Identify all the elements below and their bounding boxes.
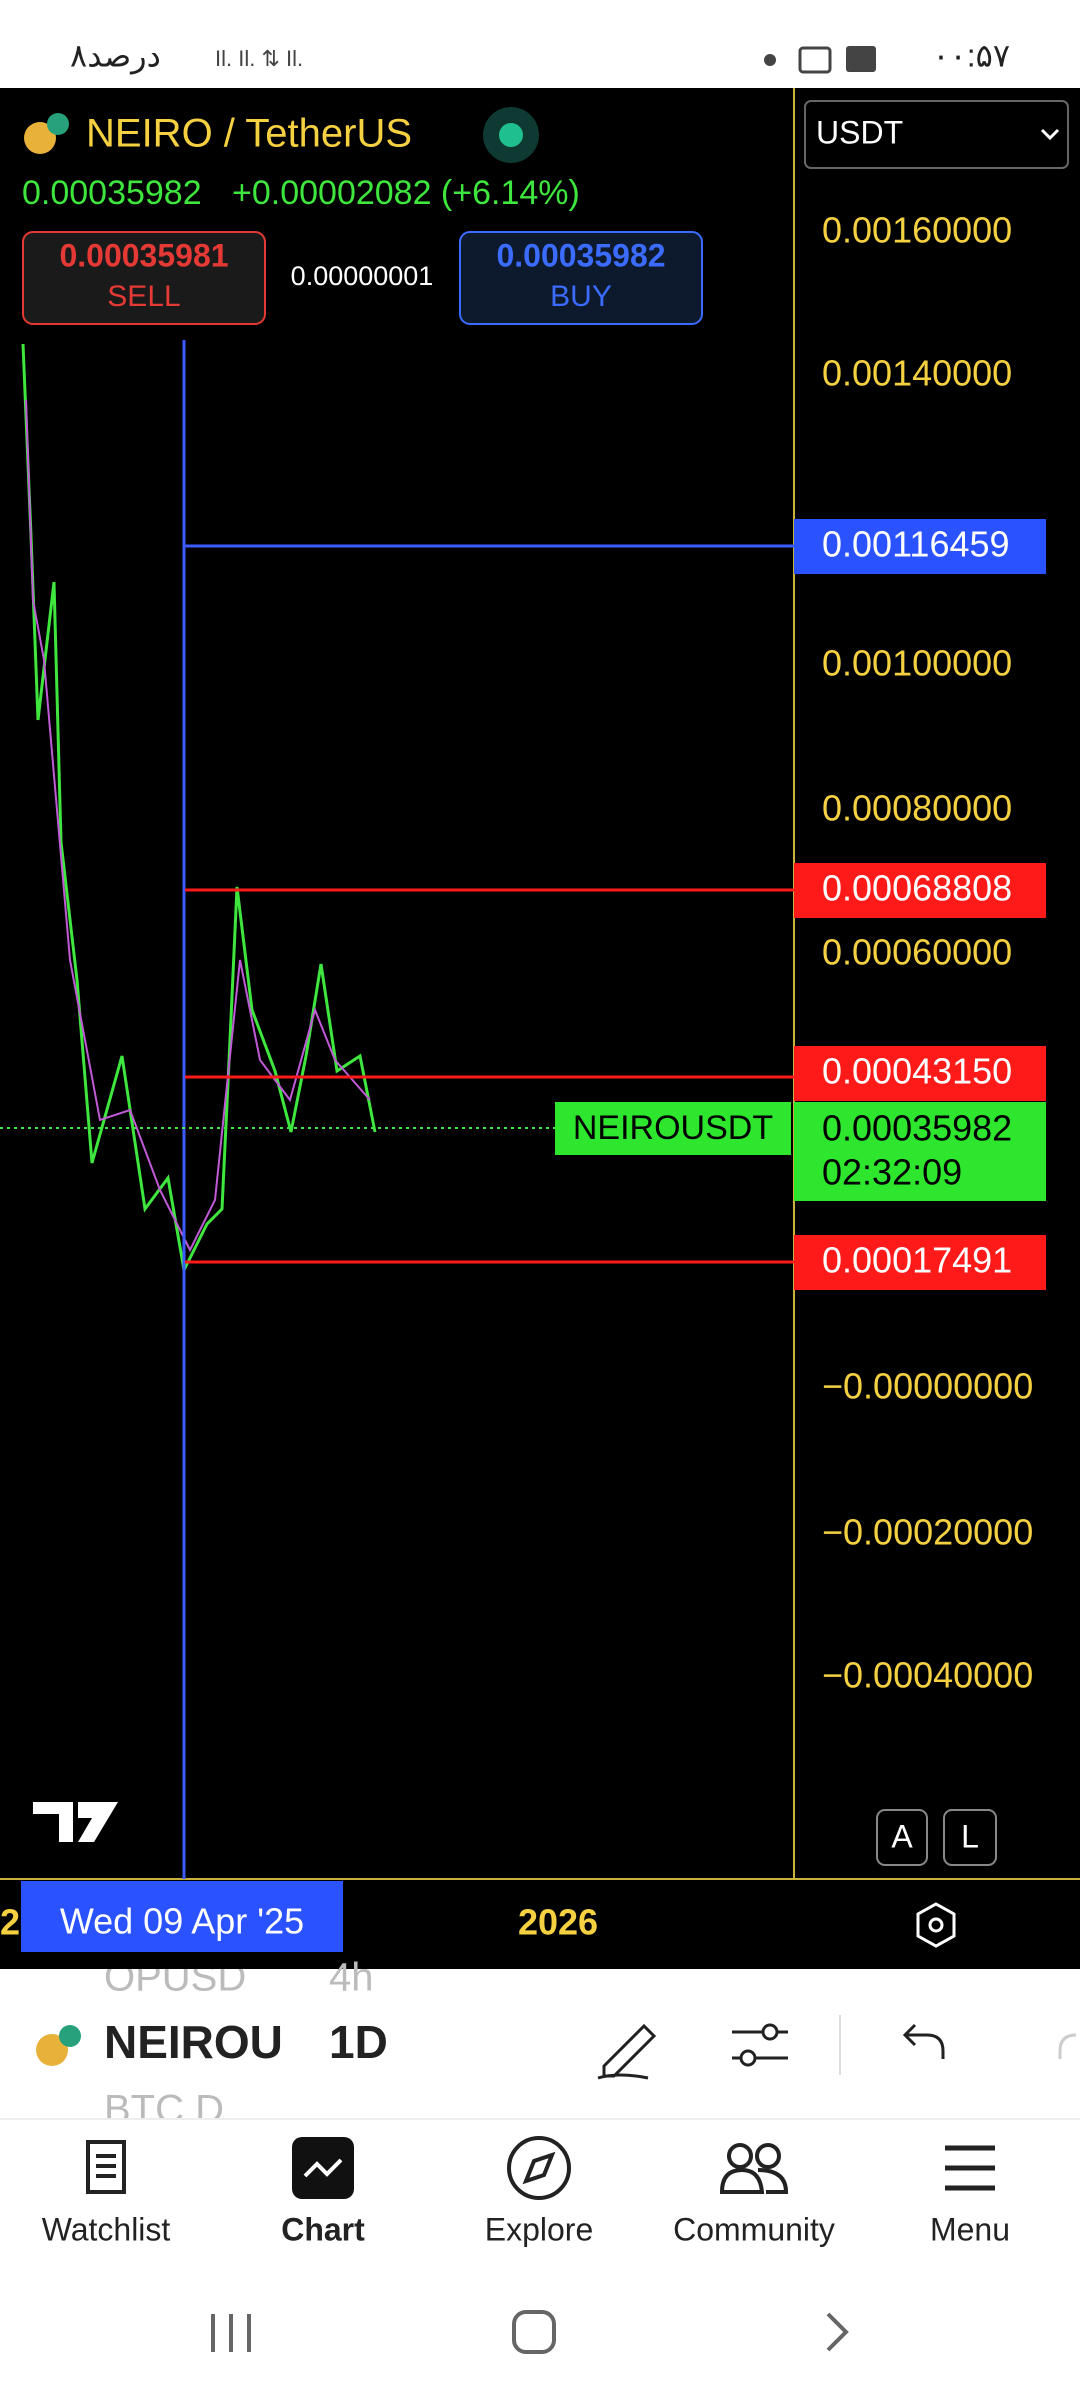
drawing-tool-icon[interactable]: [597, 2023, 657, 2080]
nav-items: Watchlist Chart Explore Community Menu: [42, 2211, 1010, 2247]
sell-price: 0.00035981: [59, 237, 228, 273]
price-axis-label: −0.00040000: [822, 1655, 1033, 1696]
nav-label[interactable]: Menu: [930, 2211, 1010, 2247]
symbol-title: NEIRO / TetherUS: [86, 112, 412, 156]
nav-label[interactable]: Watchlist: [42, 2211, 171, 2247]
settings-icon[interactable]: [916, 1902, 956, 1948]
cursor-date: Wed 09 Apr '25: [60, 1901, 304, 1942]
last-price-value: 0.00035982: [822, 1108, 1012, 1149]
price-axis-label: 0.00100000: [822, 643, 1012, 684]
symbol-logo-quote: [47, 113, 69, 135]
community-icon: [755, 2143, 781, 2169]
market-status-dot: [499, 123, 523, 147]
price-series-down: [25, 399, 371, 1253]
bar-countdown: 02:32:09: [822, 1152, 962, 1193]
auto-scale-label: A: [891, 1818, 913, 1854]
symbol-logo-quote: [59, 2025, 81, 2047]
buy-price: 0.00035982: [496, 237, 665, 273]
price-marker-box: [794, 1235, 1046, 1290]
icon-knob: [761, 2023, 779, 2041]
currency-dropdown[interactable]: [804, 100, 1069, 169]
undo-icon[interactable]: [902, 2023, 945, 2059]
last-price-symbol: NEIROUSDT: [573, 1109, 773, 1147]
price-axis-label: −0.00000000: [822, 1366, 1033, 1407]
symbol-picker[interactable]: OPUSD 4h BTC.D: [104, 1956, 374, 2132]
symbol-logo: [36, 2034, 68, 2066]
log-scale-button[interactable]: [943, 1809, 997, 1866]
cursor-date-box: [21, 1881, 343, 1952]
price-marker-label: 0.00068808: [822, 868, 1012, 909]
price-marker-box: [794, 519, 1046, 574]
sell-button[interactable]: [22, 231, 266, 325]
interval[interactable]: 1D: [329, 2016, 388, 2068]
price-marker-label: 0.00116459: [822, 524, 1010, 565]
menu-icon: [945, 2145, 995, 2191]
currency: USDT: [816, 114, 903, 150]
system-nav: [0, 2280, 1080, 2400]
price-change: +0.00002082 (+6.14%): [232, 174, 580, 212]
log-scale-label: L: [961, 1818, 979, 1854]
spread: 0.00000001: [291, 261, 434, 291]
price-axis-label: −0.00020000: [822, 1512, 1033, 1553]
redo-icon[interactable]: [1058, 2033, 1077, 2059]
status-icons: Il. Il. ⇅ Il.: [215, 46, 303, 71]
last-price-box: [794, 1102, 1046, 1201]
price-axis-label: 0.00080000: [822, 788, 1012, 829]
community-body: [719, 2167, 789, 2194]
indicators-icon[interactable]: [732, 2023, 788, 2067]
previous-interval-visible: 4h: [329, 1956, 374, 2000]
status-icon: [798, 46, 832, 74]
community-icon: [727, 2143, 753, 2169]
dropdown-arrow: [1040, 128, 1060, 141]
status-battery: ۸درصد: [70, 37, 161, 74]
buy-label: BUY: [550, 280, 612, 313]
auto-scale-button[interactable]: [876, 1809, 928, 1866]
watchlist-icon: [86, 2140, 126, 2194]
price-axis-label: 0.00060000: [822, 932, 1012, 973]
previous-symbol: OPUSD: [104, 1956, 246, 2000]
recents-button[interactable]: [211, 2314, 251, 2352]
status-icon: [846, 46, 876, 72]
status-bar: [0, 0, 1080, 88]
price-axis: 0.00160000 0.00140000 0.00100000 0.00080000…: [822, 210, 1033, 1696]
price-marker-box: [794, 1046, 1046, 1101]
explore-needle: [522, 2151, 556, 2185]
symbol-logo: [24, 122, 56, 154]
time-label: 2026: [518, 1902, 598, 1943]
price-marker-label: 0.00043150: [822, 1051, 1012, 1092]
chart-area: [0, 88, 1080, 1969]
tradingview-logo: [33, 1802, 118, 1842]
settings-icon-center: [928, 1917, 944, 1933]
price-marker-label: 0.00017491: [822, 1240, 1012, 1281]
home-button[interactable]: [512, 2310, 556, 2354]
chart-icon-line: [303, 2158, 343, 2178]
next-symbol: BTC.D: [104, 2088, 224, 2132]
nav-label[interactable]: Community: [673, 2211, 835, 2247]
symbol-bar: [0, 1969, 1080, 2119]
explore-icon: [507, 2136, 571, 2200]
back-button[interactable]: [826, 2312, 849, 2352]
price-markers: 0.00116459 0.00068808 0.00043150 0.00017491: [794, 519, 1046, 1290]
nav-label[interactable]: Chart: [281, 2211, 365, 2247]
price-axis-label: 0.00160000: [822, 210, 1012, 251]
sell-label: SELL: [107, 280, 180, 313]
last-price: 0.00035982: [22, 174, 202, 212]
price-marker-box: [794, 863, 1046, 918]
status-dot: [764, 54, 776, 66]
status-time: ۰۰:۵۷: [932, 37, 1010, 73]
icon-knob: [739, 2049, 757, 2067]
symbol[interactable]: NEIROU: [104, 2016, 283, 2068]
buy-button[interactable]: [459, 231, 703, 325]
time-label: 2: [0, 1902, 20, 1943]
price-axis-label: 0.00140000: [822, 353, 1012, 394]
nav-label[interactable]: Explore: [485, 2211, 594, 2247]
last-price-symbol-box: [555, 1102, 791, 1155]
